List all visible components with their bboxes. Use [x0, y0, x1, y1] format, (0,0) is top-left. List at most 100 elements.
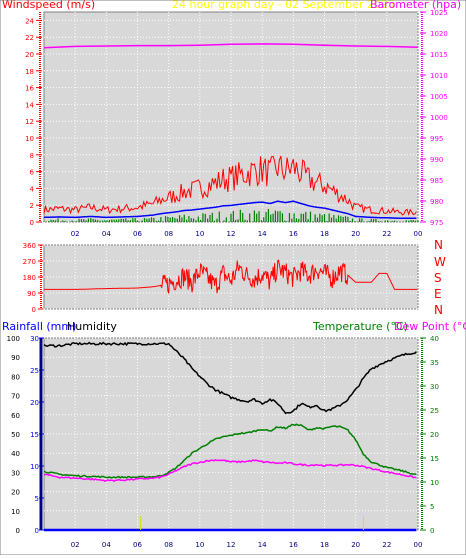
temperature-panel-axes: 0 10 20 30 40 50 60 70 80 90 10 00 5 10 15 20 25 30 0 5 10 15… — [7, 335, 439, 549]
rainfall-tick-label: 15 — [30, 431, 39, 439]
direction-label-north-2: N — [434, 303, 443, 317]
direction-label-west: W — [434, 255, 446, 269]
temperature-tick-label: 5 — [430, 503, 434, 511]
graph-title: 24 hour graph day - 02 September 2025 — [172, 0, 395, 11]
barometer-line — [43, 43, 419, 49]
wind-x-tick-label: 18 — [320, 230, 329, 238]
wind-x-tick-label: 16 — [289, 230, 298, 238]
temperature-x-tick-label: 02 — [71, 541, 80, 549]
humidity-tick-label: 90 — [11, 354, 20, 362]
barometer-tick-label: 980 — [430, 198, 443, 206]
windspeed-tick-label: 8 — [30, 152, 34, 160]
wind-x-tick-label: 00 — [414, 230, 423, 238]
barometer-tick-label: 1000 — [430, 114, 448, 122]
temperature-x-tick-label: 14 — [258, 541, 267, 549]
barometer-tick-label: 1015 — [430, 51, 448, 59]
humidity-tick-label: 10 — [11, 508, 20, 516]
temperature-tick-label: 30 — [430, 383, 439, 391]
barometer-axis-label: Barometer (hpa) — [370, 0, 461, 11]
windspeed-tick-label: 14 — [25, 101, 34, 109]
windspeed-tick-label: 20 — [25, 51, 34, 59]
temperature-tick-label: 0 — [430, 527, 434, 535]
windspeed-tick-label: 2 — [30, 202, 34, 210]
direction-tick-label: 90 — [27, 290, 36, 298]
barometer-tick-label: 985 — [430, 177, 443, 185]
barometer-tick-label: 995 — [430, 135, 443, 143]
temperature-x-tick-label: 00 — [414, 541, 423, 549]
barometer-tick-label: 1020 — [430, 30, 448, 38]
windspeed-tick-label: 6 — [30, 169, 35, 177]
humidity-tick-label: 0 — [16, 527, 20, 535]
humidity-tick-label: 80 — [11, 373, 20, 381]
direction-panel-series — [44, 259, 418, 294]
wind-x-tick-label: 06 — [133, 230, 142, 238]
rainfall-tick-label: 20 — [30, 399, 39, 407]
wind-x-tick-label: 10 — [195, 230, 204, 238]
wind-direction-line — [44, 259, 418, 294]
temperature-x-tick-label: 18 — [320, 541, 329, 549]
temperature-x-tick-label: 10 — [195, 541, 204, 549]
humidity-tick-label: 50 — [11, 431, 20, 439]
direction-tick-label: 0 — [32, 306, 36, 314]
wind-panel-series — [43, 43, 419, 222]
rainfall-tick-label: 30 — [30, 335, 39, 343]
direction-tick-label: 360 — [23, 242, 36, 250]
windspeed-tick-label: 22 — [25, 34, 34, 42]
humidity-tick-label: 60 — [11, 412, 20, 420]
wind-x-tick-label: 22 — [382, 230, 391, 238]
rainfall-axis-label: Rainfall (mm) — [2, 320, 76, 333]
barometer-tick-label: 990 — [430, 156, 443, 164]
windspeed-average-line — [43, 200, 417, 220]
direction-label-north: N — [434, 238, 443, 252]
direction-letters: N W S E N — [434, 238, 446, 317]
direction-label-south: S — [434, 271, 442, 285]
temperature-tick-label: 35 — [430, 359, 439, 367]
rainfall-tick-label: 10 — [30, 463, 39, 471]
dewpoint-axis-label: Dew Point (°C) — [394, 320, 466, 333]
temperature-tick-label: 15 — [430, 455, 439, 463]
temperature-tick-label: 10 — [430, 479, 439, 487]
temperature-panel-series — [43, 341, 417, 532]
direction-panel-axes: 0 90 180 270 360 — [23, 242, 43, 314]
rainfall-tick-label: 5 — [35, 495, 39, 503]
humidity-tick-label: 30 — [11, 469, 20, 477]
windspeed-tick-label: 16 — [25, 85, 34, 93]
barometer-tick-label: 975 — [430, 219, 443, 227]
wind-panel-axes: 0246810121416182022249759809859909951000… — [25, 9, 448, 238]
rainfall-tick-label: 0 — [35, 527, 39, 535]
windspeed-tick-label: 0 — [30, 219, 34, 227]
wind-x-tick-label: 20 — [351, 230, 360, 238]
barometer-tick-label: 1005 — [430, 93, 448, 101]
temperature-panel-grid — [44, 337, 419, 531]
wind-x-tick-label: 14 — [258, 230, 267, 238]
humidity-tick-label: 40 — [11, 450, 20, 458]
humidity-line — [43, 341, 417, 415]
barometer-tick-label: 1010 — [430, 72, 448, 80]
wind-x-tick-label: 02 — [71, 230, 80, 238]
temperature-tick-label: 25 — [430, 407, 439, 415]
direction-tick-label: 270 — [23, 258, 36, 266]
temperature-tick-label: 20 — [430, 431, 439, 439]
temperature-x-tick-label: 12 — [227, 541, 236, 549]
dewpoint-line — [44, 458, 417, 482]
temperature-x-tick-label: 08 — [164, 541, 173, 549]
wind-x-tick-label: 04 — [102, 230, 111, 238]
barometer-tick-label: 1025 — [430, 9, 448, 17]
wind-x-tick-label: 08 — [164, 230, 173, 238]
humidity-axis-label: Humidity — [67, 320, 117, 333]
windspeed-tick-label: 4 — [30, 185, 35, 193]
windspeed-tick-label: 12 — [25, 118, 34, 126]
direction-tick-label: 180 — [23, 274, 36, 282]
humidity-tick-label: 20 — [11, 489, 20, 497]
windspeed-gust-line — [43, 155, 417, 217]
windspeed-tick-label: 18 — [25, 68, 34, 76]
temperature-line — [43, 423, 417, 479]
temperature-x-tick-label: 06 — [133, 541, 142, 549]
temperature-x-tick-label: 22 — [382, 541, 391, 549]
windspeed-tick-label: 24 — [25, 17, 34, 25]
temperature-x-tick-label: 16 — [289, 541, 298, 549]
temperature-x-tick-label: 04 — [102, 541, 111, 549]
humidity-tick-label: 70 — [11, 393, 20, 401]
